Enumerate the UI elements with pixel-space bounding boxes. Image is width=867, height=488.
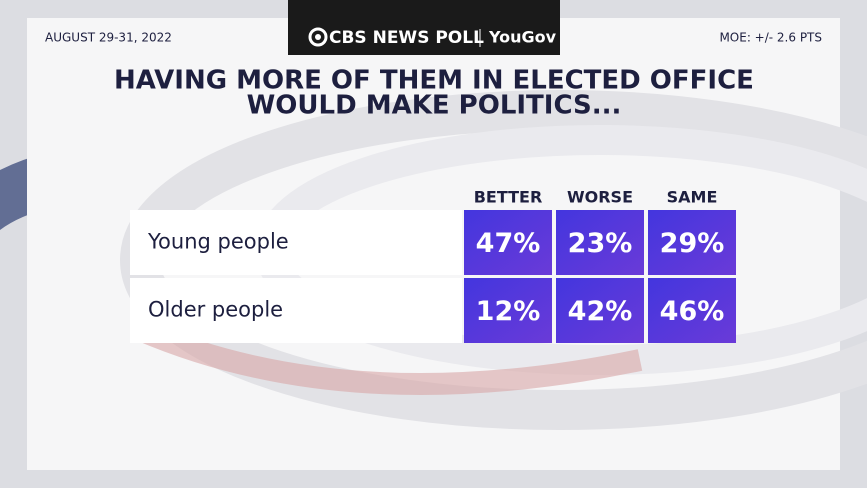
cell-value: 46% xyxy=(660,296,725,327)
moe: MOE: +/- 2.6 PTS xyxy=(719,31,822,45)
row-label-box xyxy=(130,210,462,275)
decor xyxy=(135,319,643,395)
cell xyxy=(556,210,644,275)
date: AUGUST 29-31, 2022 xyxy=(45,31,172,45)
logo-box xyxy=(288,0,560,55)
cell-value: 29% xyxy=(660,228,725,259)
row-label: Young people xyxy=(147,230,289,254)
logo-eye xyxy=(315,34,321,40)
cell xyxy=(464,210,552,275)
cell xyxy=(556,278,644,343)
cell-value: 23% xyxy=(568,228,633,259)
cell-value: 12% xyxy=(476,296,541,327)
partner: YouGov xyxy=(488,28,557,47)
cell xyxy=(648,278,736,343)
row-label: Older people xyxy=(148,298,283,322)
column-header: SAME xyxy=(667,188,718,207)
cell xyxy=(464,278,552,343)
logo: CBS NEWS POLL xyxy=(329,28,484,48)
logo-eye xyxy=(308,27,328,47)
row-label-box xyxy=(130,278,462,343)
column-header: BETTER xyxy=(474,188,543,207)
title: HAVING MORE OF THEM IN ELECTED OFFICE xyxy=(114,66,754,96)
cell-value: 42% xyxy=(568,296,633,327)
cell xyxy=(648,210,736,275)
column-header: WORSE xyxy=(567,188,633,207)
cell-value: 47% xyxy=(476,228,541,259)
title: WOULD MAKE POLITICS... xyxy=(247,91,622,121)
